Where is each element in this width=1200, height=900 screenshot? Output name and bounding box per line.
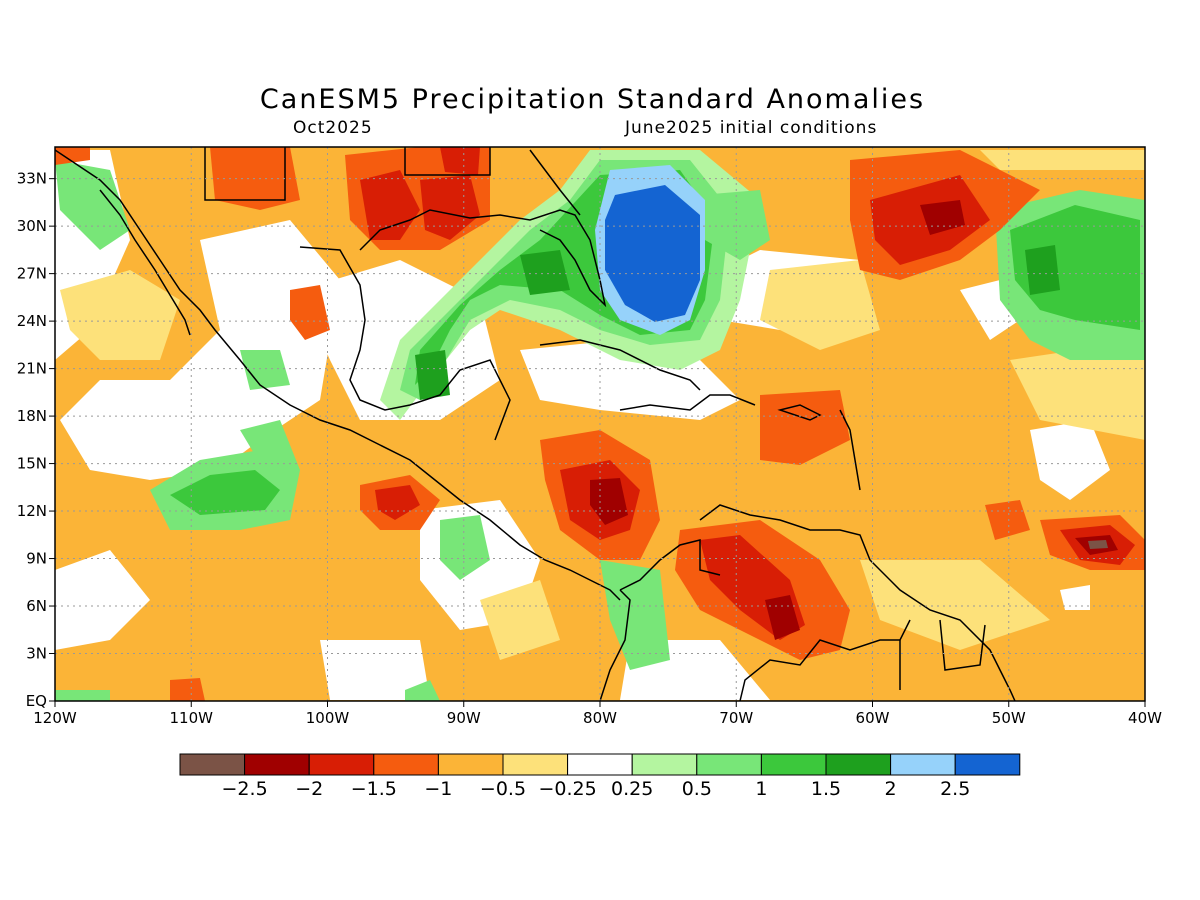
colorbar-label: −2.5 [222, 778, 268, 800]
colorbar-label: 0.5 [682, 778, 712, 800]
lat-tick-label: 33N [17, 170, 47, 188]
lat-tick-label: 24N [17, 312, 47, 330]
colorbar-swatch [437, 753, 504, 776]
lat-tick-label: 3N [26, 645, 47, 663]
lon-tick-label: 90W [447, 709, 481, 727]
lon-tick-label: 110W [170, 709, 214, 727]
colorbar-swatch [567, 753, 633, 776]
colorbar-swatch [696, 753, 762, 776]
lat-tick-label: 12N [17, 502, 47, 520]
colorbar-label: 1 [755, 778, 767, 800]
colorbar-swatch [760, 753, 827, 776]
colorbar-swatch [179, 753, 246, 776]
lon-tick-label: 120W [33, 709, 77, 727]
lon-tick-label: 80W [583, 709, 617, 727]
lat-tick-label: 21N [17, 360, 47, 378]
lat-tick-label: EQ [26, 692, 47, 710]
initial-conditions: June2025 initial conditions [625, 118, 878, 138]
colorbar-label: −0.5 [480, 778, 526, 800]
lon-tick-label: 100W [306, 709, 350, 727]
axis-ticks: 120W 110W 100W 90W 80W 70W 60W 50W 40W EQ 3N 6N 9N 12… [17, 170, 1162, 727]
lat-tick-label: 27N [17, 265, 47, 283]
lat-tick-label: 15N [17, 455, 47, 473]
colorbar-label: 2.5 [940, 778, 970, 800]
anomaly-field [55, 147, 1145, 701]
colorbar-swatch [890, 753, 956, 776]
colorbar: −2.5 −2 −1.5 −1 −0.5 −0.25 0.25 0.5 1 1.5 2 2.5 [179, 753, 1021, 800]
map-title: CanESM5 Precipitation Standard Anomalies [259, 84, 926, 115]
lon-tick-label: 40W [1128, 709, 1162, 727]
slight-dry-zones [60, 150, 1145, 660]
colorbar-swatch [825, 753, 892, 776]
lat-tick-label: 6N [26, 597, 47, 615]
forecast-month: Oct2025 [293, 118, 373, 138]
lon-tick-label: 60W [856, 709, 890, 727]
lon-tick-label: 50W [992, 709, 1026, 727]
colorbar-label: 0.25 [611, 778, 653, 800]
colorbar-label: −2 [295, 778, 323, 800]
lat-tick-label: 18N [17, 407, 47, 425]
colorbar-swatch [308, 753, 375, 776]
lat-tick-label: 30N [17, 217, 47, 235]
colorbar-swatch [502, 753, 569, 776]
colorbar-swatch [631, 753, 698, 776]
lat-tick-label: 9N [26, 550, 47, 568]
grid-lines [55, 147, 1145, 701]
colorbar-swatch [373, 753, 439, 776]
colorbar-label: −1.5 [351, 778, 397, 800]
colorbar-label: 1.5 [811, 778, 841, 800]
very-wet-zone [595, 165, 705, 335]
colorbar-swatch [244, 753, 310, 776]
coastlines [55, 147, 1016, 701]
colorbar-label: −0.25 [538, 778, 596, 800]
colorbar-label: 2 [885, 778, 897, 800]
colorbar-label: −1 [424, 778, 452, 800]
colorbar-swatch [954, 753, 1021, 776]
dry-zones [55, 147, 1145, 701]
lon-tick-label: 70W [719, 709, 753, 727]
